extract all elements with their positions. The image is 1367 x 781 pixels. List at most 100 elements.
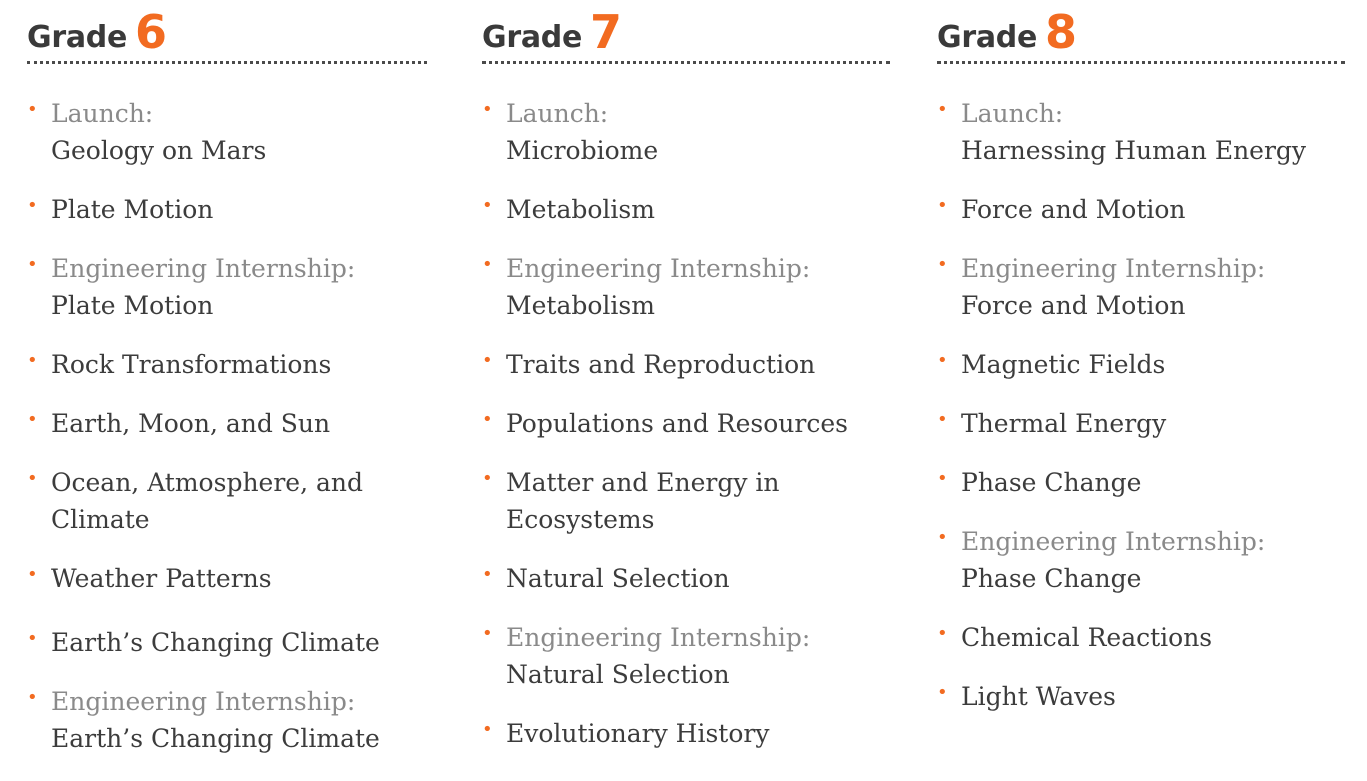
unit-title: Metabolism — [506, 195, 655, 224]
unit-title: Plate Motion — [51, 291, 214, 320]
unit-title: Earth’s Changing Climate — [51, 724, 380, 753]
bullet-icon: • — [937, 527, 948, 548]
unit-item[interactable]: • Traits and Reproduction — [482, 346, 890, 383]
unit-item[interactable]: • Engineering Internship: Phase Change — [937, 523, 1345, 597]
unit-item[interactable]: • Engineering Internship: Earth’s Changin… — [27, 683, 427, 757]
unit-title: Magnetic Fields — [961, 350, 1166, 379]
grade-label: Grade — [482, 20, 582, 55]
bullet-icon: • — [937, 623, 948, 644]
bullet-icon: • — [482, 623, 493, 644]
unit-title: Harnessing Human Energy — [961, 136, 1307, 165]
unit-title: Earth, Moon, and Sun — [51, 409, 331, 438]
unit-title: Ocean, Atmosphere, and Climate — [51, 468, 363, 534]
unit-title: Force and Motion — [961, 291, 1186, 320]
unit-prefix: Launch: — [961, 99, 1064, 128]
bullet-icon: • — [27, 564, 38, 585]
unit-item[interactable]: • Launch: Geology on Mars — [27, 95, 427, 169]
bullet-icon: • — [937, 254, 948, 275]
unit-item[interactable]: • Natural Selection — [482, 560, 890, 597]
grade-6-heading: Grade 6 — [27, 4, 168, 59]
unit-item[interactable]: • Engineering Internship: Natural Selecti… — [482, 619, 890, 693]
bullet-icon: • — [482, 468, 493, 489]
grade-label: Grade — [27, 20, 127, 55]
unit-title: Phase Change — [961, 564, 1142, 593]
bullet-icon: • — [482, 254, 493, 275]
bullet-icon: • — [482, 99, 493, 120]
unit-item[interactable]: • Plate Motion — [27, 191, 427, 228]
unit-item[interactable]: • Phase Change — [937, 464, 1345, 501]
unit-title: Geology on Mars — [51, 136, 267, 165]
unit-item[interactable]: • Populations and Resources — [482, 405, 890, 442]
bullet-icon: • — [937, 409, 948, 430]
unit-title: Plate Motion — [51, 195, 214, 224]
unit-item[interactable]: • Matter and Energy in Ecosystems — [482, 464, 890, 538]
bullet-icon: • — [482, 350, 493, 371]
unit-prefix: Engineering Internship: — [51, 687, 356, 716]
unit-prefix: Launch: — [51, 99, 154, 128]
unit-item[interactable]: • Rock Transformations — [27, 346, 427, 383]
unit-title: Force and Motion — [961, 195, 1186, 224]
unit-item[interactable]: • Engineering Internship: Metabolism — [482, 250, 890, 324]
unit-item[interactable]: • Thermal Energy — [937, 405, 1345, 442]
unit-item[interactable]: • Force and Motion — [937, 191, 1345, 228]
bullet-icon: • — [27, 628, 38, 649]
bullet-icon: • — [27, 99, 38, 120]
grade-label: Grade — [937, 20, 1037, 55]
unit-item[interactable]: • Ocean, Atmosphere, and Climate — [27, 464, 427, 538]
unit-title: Earth’s Changing Climate — [51, 628, 380, 657]
dotted-divider — [937, 61, 1345, 64]
unit-prefix: Engineering Internship: — [961, 254, 1266, 283]
unit-item[interactable]: • Earth, Moon, and Sun — [27, 405, 427, 442]
grade-8-heading: Grade 8 — [937, 4, 1078, 59]
unit-title: Populations and Resources — [506, 409, 848, 438]
unit-prefix: Engineering Internship: — [51, 254, 356, 283]
unit-title: Light Waves — [961, 682, 1116, 711]
bullet-icon: • — [482, 195, 493, 216]
unit-title: Evolutionary History — [506, 719, 770, 748]
unit-item[interactable]: • Weather Patterns — [27, 560, 427, 597]
unit-item[interactable]: • Launch: Harnessing Human Energy — [937, 95, 1345, 169]
unit-title: Chemical Reactions — [961, 623, 1213, 652]
bullet-icon: • — [937, 468, 948, 489]
bullet-icon: • — [937, 99, 948, 120]
bullet-icon: • — [937, 350, 948, 371]
unit-item[interactable]: • Launch: Microbiome — [482, 95, 890, 169]
bullet-icon: • — [937, 682, 948, 703]
unit-title: Microbiome — [506, 136, 659, 165]
unit-item[interactable]: • Earth’s Changing Climate — [27, 624, 427, 661]
unit-item[interactable]: • Evolutionary History — [482, 715, 890, 752]
bullet-icon: • — [27, 254, 38, 275]
unit-title: Metabolism — [506, 291, 655, 320]
unit-prefix: Launch: — [506, 99, 609, 128]
bullet-icon: • — [27, 409, 38, 430]
bullet-icon: • — [482, 719, 493, 740]
unit-item[interactable]: • Engineering Internship: Force and Motio… — [937, 250, 1345, 324]
unit-prefix: Engineering Internship: — [506, 254, 811, 283]
unit-title: Natural Selection — [506, 660, 730, 689]
bullet-icon: • — [27, 195, 38, 216]
unit-item[interactable]: • Engineering Internship: Plate Motion — [27, 250, 427, 324]
unit-title: Matter and Energy in Ecosystems — [506, 468, 780, 534]
unit-title: Thermal Energy — [961, 409, 1167, 438]
unit-item[interactable]: • Chemical Reactions — [937, 619, 1345, 656]
bullet-icon: • — [27, 468, 38, 489]
unit-title: Weather Patterns — [51, 564, 272, 593]
unit-title: Phase Change — [961, 468, 1142, 497]
bullet-icon: • — [27, 687, 38, 708]
unit-title: Natural Selection — [506, 564, 730, 593]
unit-title: Rock Transformations — [51, 350, 332, 379]
grade-number: 8 — [1045, 5, 1078, 59]
unit-item[interactable]: • Light Waves — [937, 678, 1345, 715]
bullet-icon: • — [27, 350, 38, 371]
unit-item[interactable]: • Magnetic Fields — [937, 346, 1345, 383]
grade-number: 7 — [590, 5, 623, 59]
grade-7-heading: Grade 7 — [482, 4, 623, 59]
unit-prefix: Engineering Internship: — [961, 527, 1266, 556]
grade-number: 6 — [135, 5, 168, 59]
unit-item[interactable]: • Metabolism — [482, 191, 890, 228]
bullet-icon: • — [482, 409, 493, 430]
bullet-icon: • — [482, 564, 493, 585]
dotted-divider — [27, 61, 427, 64]
unit-prefix: Engineering Internship: — [506, 623, 811, 652]
